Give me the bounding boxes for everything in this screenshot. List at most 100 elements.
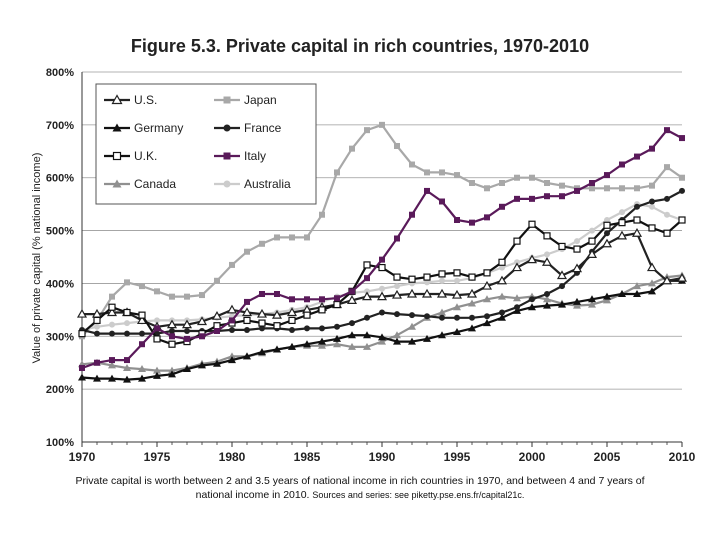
legend-label: U.K. (134, 149, 157, 163)
data-point-germany (123, 375, 131, 383)
data-point-italy (544, 193, 550, 200)
data-point-canada (363, 342, 371, 350)
data-point-france (454, 314, 460, 321)
data-point-france (499, 309, 505, 316)
data-point-us (451, 289, 463, 299)
data-point-italy (559, 193, 565, 200)
data-point-canada (483, 295, 491, 303)
series-germany (78, 276, 686, 383)
data-point-germany (168, 370, 176, 378)
legend-label: France (244, 121, 282, 135)
legend-item-australia: Australia (214, 177, 291, 191)
data-point-germany (93, 374, 101, 382)
data-point-us (166, 319, 178, 329)
legend-item-france: France (214, 121, 282, 135)
data-point-uk (213, 322, 221, 330)
data-point-japan (544, 180, 550, 186)
data-point-uk (633, 216, 641, 224)
data-point-japan (679, 174, 685, 181)
data-point-uk (138, 311, 146, 319)
data-point-france (604, 230, 610, 237)
data-point-germany (363, 331, 371, 339)
data-point-uk (273, 322, 281, 330)
data-point-france (439, 314, 445, 321)
x-tick-label: 1980 (219, 450, 246, 464)
data-point-germany (468, 324, 476, 332)
data-point-italy (454, 217, 460, 223)
data-point-germany (243, 352, 251, 360)
data-point-japan (379, 121, 385, 128)
data-point-germany (333, 334, 341, 342)
legend-swatch-marker (112, 123, 122, 132)
data-point-canada (153, 366, 161, 374)
x-tick-label: 1990 (369, 450, 396, 464)
y-tick-labels: 100% 200% 300% 400% 500% 600% 700% 800% (46, 67, 74, 449)
data-point-uk (153, 335, 161, 343)
chart-title: Figure 5.3. Private capital in rich coun… (130, 36, 590, 56)
data-point-france (634, 203, 640, 210)
data-point-japan (214, 277, 220, 284)
data-point-france (124, 330, 130, 337)
data-point-uk (168, 340, 176, 348)
data-point-uk (78, 330, 86, 338)
data-point-australia (664, 211, 670, 218)
data-point-japan (289, 234, 295, 241)
data-point-italy (199, 333, 205, 340)
data-point-uk (573, 245, 581, 253)
data-point-italy (124, 357, 130, 364)
data-point-france (304, 325, 310, 332)
data-point-france (94, 330, 100, 337)
legend-item-canada: Canada (104, 177, 176, 191)
x-tick-label: 2000 (519, 450, 546, 464)
data-point-australia (454, 277, 460, 284)
data-point-us (226, 304, 238, 314)
data-point-canada (138, 365, 146, 373)
data-point-germany (348, 331, 356, 339)
data-point-france (469, 314, 475, 321)
data-point-canada (603, 296, 611, 304)
data-point-uk (93, 316, 101, 325)
data-point-japan (529, 174, 535, 181)
data-point-japan (349, 145, 355, 152)
data-point-uk (108, 303, 116, 311)
data-point-italy (424, 187, 430, 194)
x-tick-label: 2005 (594, 450, 621, 464)
data-point-france (409, 312, 415, 319)
data-point-france (184, 328, 190, 334)
data-point-germany (603, 292, 611, 300)
data-point-germany (303, 340, 311, 348)
data-point-japan (124, 279, 130, 286)
data-point-italy (349, 288, 355, 295)
series-italy (79, 127, 685, 371)
data-point-uk (468, 273, 476, 281)
data-point-canada (633, 282, 641, 290)
legend-item-uk: U.K. (104, 149, 157, 163)
data-point-france (349, 320, 355, 327)
data-point-germany (573, 297, 581, 305)
data-point-france (649, 198, 655, 205)
data-point-canada (228, 352, 236, 360)
data-point-germany (153, 371, 161, 379)
data-point-japan (334, 169, 340, 176)
data-point-italy (364, 275, 370, 282)
data-point-us (496, 275, 508, 285)
y-tick-label: 800% (46, 67, 74, 79)
data-point-us (616, 230, 628, 240)
data-point-us (196, 316, 208, 326)
data-point-italy (184, 335, 190, 342)
x-tick-label: 1970 (69, 450, 96, 464)
data-point-us (211, 310, 223, 320)
legend-swatch-marker (223, 124, 231, 132)
data-point-italy (319, 296, 325, 303)
data-point-germany (513, 306, 521, 314)
data-point-us (286, 307, 298, 317)
data-point-italy (214, 328, 220, 334)
data-point-canada (333, 340, 341, 348)
legend-label: Canada (134, 177, 176, 191)
data-point-us (511, 262, 523, 272)
data-point-australia (124, 320, 130, 327)
data-point-uk (513, 237, 521, 245)
x-tick-label: 1995 (444, 450, 471, 464)
data-point-canada (408, 322, 416, 330)
data-point-uk (648, 224, 656, 232)
